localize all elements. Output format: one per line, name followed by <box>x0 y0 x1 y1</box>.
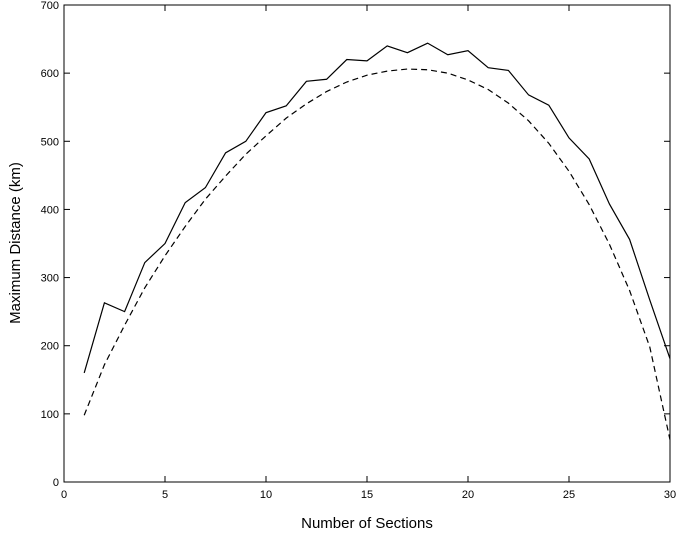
y-tick-label: 0 <box>53 477 59 489</box>
y-axis-label: Maximum Distance (km) <box>7 162 24 324</box>
x-tick-label: 15 <box>361 489 373 501</box>
series-line-solid <box>83 42 671 374</box>
x-tick-label: 20 <box>462 489 474 501</box>
y-tick-label: 700 <box>41 0 59 12</box>
x-tick-label: 10 <box>260 489 272 501</box>
x-axis-ticks: 0 5 10 15 20 25 30 <box>61 5 676 501</box>
y-tick-label: 600 <box>41 68 59 80</box>
y-tick-label: 100 <box>41 409 59 421</box>
y-axis-ticks: 0 100 200 300 400 500 600 700 <box>41 0 670 489</box>
y-tick-label: 300 <box>41 273 59 285</box>
y-tick-label: 400 <box>41 204 59 216</box>
series-layer <box>83 42 671 440</box>
plot-frame <box>63 4 671 483</box>
x-tick-label: 30 <box>664 489 676 501</box>
series-line-dashed <box>83 68 671 440</box>
x-tick-label: 25 <box>563 489 575 501</box>
y-tick-label: 200 <box>41 341 59 353</box>
y-tick-label: 500 <box>41 136 59 148</box>
x-tick-label: 0 <box>61 489 67 501</box>
x-axis-label: Number of Sections <box>301 515 433 532</box>
x-tick-label: 5 <box>162 489 168 501</box>
